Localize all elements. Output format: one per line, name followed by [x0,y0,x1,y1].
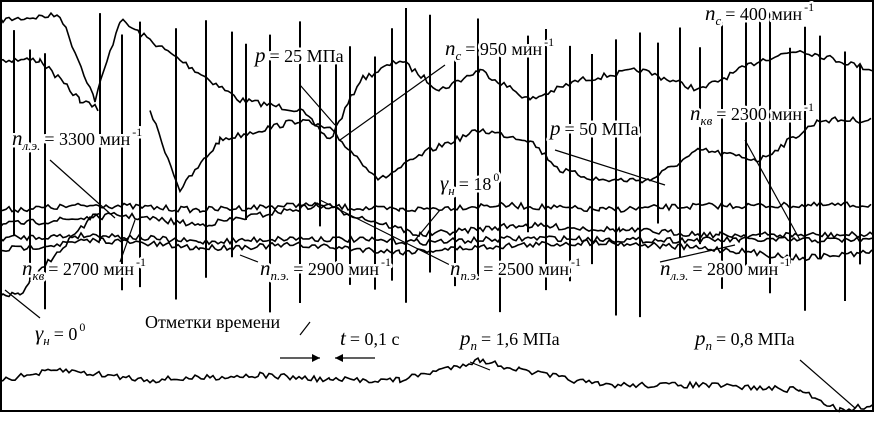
symbol: n [445,36,456,60]
text: = 50 МПа [565,119,639,139]
symbol: n [690,101,701,125]
subscript: c [716,13,722,28]
oscillogram: p= 25 МПаnc= 950 мин-1nc= 400 мин-1nкв= … [0,0,874,422]
subscript: п.э. [271,268,290,283]
subscript: кв [701,113,713,128]
subscript: л.э. [22,138,41,153]
text: = 2300 мин [716,104,802,124]
subscript: н [43,333,49,348]
text: = 950 мин [465,39,542,59]
symbol: p [253,43,266,67]
subscript: п.э. [461,268,480,283]
text: = 0 [54,324,78,344]
text: = 2700 мин [48,259,134,279]
superscript: -1 [136,255,146,269]
superscript: -1 [571,255,581,269]
superscript: 0 [493,170,499,184]
superscript: -1 [381,255,391,269]
text: Отметки времени [145,312,280,332]
superscript: -1 [804,0,814,14]
symbol: n [450,256,461,280]
text: = 18 [459,174,492,194]
superscript: -1 [544,35,554,49]
symbol: p [548,116,561,140]
text: = 25 МПа [270,46,344,66]
text: = 0,8 МПа [716,329,795,349]
superscript: 0 [79,320,85,334]
annotation: t= 0,1 c [340,326,399,350]
symbol: n [22,256,33,280]
text: = 0,1 c [350,329,400,349]
symbol: p [693,326,706,350]
annotation: Отметки времени [145,312,280,332]
text: = 2800 мин [692,259,778,279]
text: = 2900 мин [293,259,379,279]
superscript: -1 [804,100,814,114]
symbol: p [458,326,471,350]
subscript: л.э. [670,268,689,283]
symbol: n [660,256,671,280]
text: = 3300 мин [44,129,130,149]
superscript: -1 [132,125,142,139]
subscript: н [448,183,454,198]
subscript: c [456,48,462,63]
subscript: кв [33,268,45,283]
symbol: n [260,256,271,280]
text: = 1,6 МПа [481,329,560,349]
subscript: п [706,338,713,353]
text: = 400 мин [725,4,802,24]
symbol: n [705,1,716,25]
subscript: п [471,338,478,353]
symbol: n [12,126,23,150]
superscript: -1 [780,255,790,269]
text: = 2500 мин [483,259,569,279]
